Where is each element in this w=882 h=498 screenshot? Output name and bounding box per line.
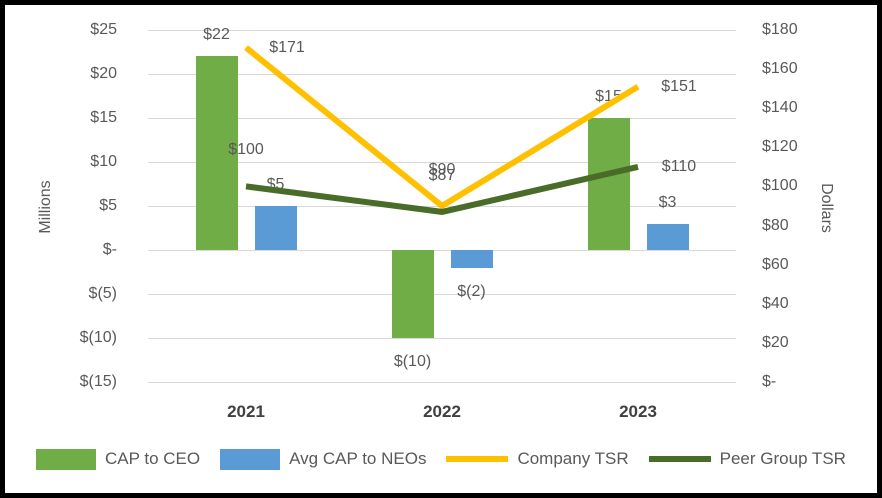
- data-label-company-tsr-2021: $171: [269, 38, 305, 56]
- left-axis-tick-label: $(10): [79, 329, 117, 346]
- data-label-cap-to-ceo-2022: $(10): [393, 353, 432, 370]
- bar-avg-cap-to-neos-2022: [450, 250, 493, 268]
- left-axis-tick-label: $15: [90, 109, 117, 126]
- gridline: [148, 338, 736, 339]
- data-label-company-tsr-2023: $151: [661, 77, 697, 95]
- right-axis-tick-label: $60: [762, 255, 789, 273]
- legend-item-avg-cap-to-neos: Avg CAP to NEOs: [220, 448, 427, 470]
- right-axis-tick-label: $120: [762, 138, 798, 156]
- year-label-2021: 2021: [227, 402, 265, 421]
- left-axis-tick-label: $20: [90, 65, 117, 82]
- left-axis-tick-label: $10: [90, 153, 117, 170]
- bar-cap-to-ceo-2021: [195, 56, 238, 250]
- gridline: [148, 382, 736, 383]
- bar-cap-to-ceo-2022: [391, 250, 434, 338]
- left-axis-tick-label: $-: [102, 241, 117, 258]
- gridline: [148, 294, 736, 295]
- year-label-2023: 2023: [619, 402, 657, 421]
- legend-swatch-company-tsr: [446, 456, 509, 462]
- data-label-cap-to-ceo-2021: $22: [203, 26, 230, 44]
- legend-swatch-peer-group-tsr: [648, 456, 711, 462]
- data-label-avg-cap-to-neos-2022: $(2): [457, 282, 486, 300]
- right-axis-tick-label: $140: [762, 99, 798, 117]
- year-label-2022: 2022: [423, 402, 461, 421]
- data-label-peer-group-tsr-2023: $110: [661, 157, 697, 175]
- legend-label-peer-group-tsr: Peer Group TSR: [719, 449, 846, 468]
- legend-item-cap-to-ceo: CAP to CEO: [36, 448, 201, 470]
- data-label-avg-cap-to-neos-2023: $3: [658, 193, 677, 211]
- left-axis-tick-label: $5: [99, 197, 117, 214]
- right-axis-tick-label: $40: [762, 294, 789, 312]
- right-axis-tick-label: $160: [762, 60, 798, 78]
- gridline: [148, 250, 736, 251]
- right-axis-tick-label: $180: [762, 21, 798, 38]
- right-axis-tick-label: $80: [762, 216, 789, 234]
- legend-label-cap-to-ceo: CAP to CEO: [105, 449, 201, 468]
- right-axis-tick-label: $20: [762, 333, 789, 351]
- legend-label-company-tsr: Company TSR: [517, 449, 629, 468]
- right-axis-tick-label: $100: [762, 177, 798, 195]
- legend-swatch-avg-cap-to-neos: [220, 448, 281, 470]
- data-label-avg-cap-to-neos-2021: $5: [266, 176, 285, 193]
- gridline: [148, 30, 736, 31]
- left-axis-tick-label: $25: [90, 21, 117, 38]
- legend-item-peer-group-tsr: Peer Group TSR: [648, 449, 846, 469]
- legend-item-company-tsr: Company TSR: [446, 449, 629, 469]
- chart-legend: CAP to CEO Avg CAP to NEOs Company TSR Peer…: [36, 446, 846, 472]
- right-axis-tick-label: $-: [762, 373, 777, 390]
- legend-label-avg-cap-to-neos: Avg CAP to NEOs: [289, 449, 427, 468]
- data-label-peer-group-tsr-2021: $100: [228, 141, 264, 159]
- data-label-peer-group-tsr-2022: $87: [428, 166, 456, 184]
- bar-avg-cap-to-neos-2023: [646, 223, 689, 250]
- left-axis-tick-label: $(15): [79, 373, 117, 390]
- left-axis-tick-label: $(5): [88, 285, 117, 302]
- data-label-cap-to-ceo-2023: $15: [595, 88, 622, 105]
- legend-swatch-cap-to-ceo: [36, 448, 96, 470]
